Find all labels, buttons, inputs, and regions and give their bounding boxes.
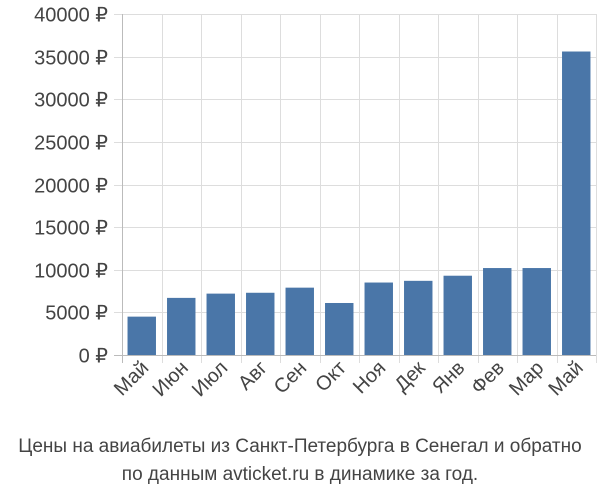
bar <box>443 275 472 355</box>
x-tick-label: Май <box>110 357 153 400</box>
bar <box>167 297 196 355</box>
y-tick-label: 35000 ₽ <box>34 48 108 70</box>
y-tick-label: 5000 ₽ <box>45 303 108 325</box>
grid-lines <box>114 14 597 363</box>
x-tick-label: Июн <box>149 357 193 401</box>
x-tick-label: Ноя <box>349 357 390 398</box>
x-tick-label: Июл <box>188 357 232 401</box>
bar <box>285 287 314 355</box>
price-bar-chart: 0 ₽ 5000 ₽ 10000 ₽ 15000 ₽ 20000 ₽ 25000 ₽ 300… <box>34 5 597 401</box>
y-tick-labels: 0 ₽ 5000 ₽ 10000 ₽ 15000 ₽ 20000 ₽ 25000 ₽ 300… <box>34 5 108 368</box>
chart-caption-line-1: Цены на авиабилеты из Санкт-Петербурга в… <box>18 436 582 457</box>
bars <box>127 51 591 355</box>
y-tick-label: 25000 ₽ <box>34 133 108 155</box>
bar <box>522 268 551 355</box>
bar <box>483 268 512 355</box>
x-tick-label: Май <box>545 357 588 400</box>
x-tick-label: Дек <box>391 357 430 396</box>
y-tick-label: 15000 ₽ <box>34 218 108 240</box>
y-tick-label: 30000 ₽ <box>34 90 108 112</box>
x-tick-label: Сен <box>270 357 311 398</box>
bar <box>206 293 235 355</box>
y-tick-label: 20000 ₽ <box>34 176 108 198</box>
bar <box>127 316 156 355</box>
bar <box>404 280 433 355</box>
bar <box>246 292 275 355</box>
y-tick-label: 10000 ₽ <box>34 261 108 283</box>
x-tick-label: Окт <box>311 357 350 396</box>
bar <box>562 51 591 355</box>
x-tick-label: Авг <box>234 357 272 395</box>
x-tick-label: Янв <box>428 357 469 398</box>
axes <box>114 14 596 363</box>
x-tick-label: Фев <box>467 357 509 399</box>
x-tick-label: Мар <box>505 357 548 400</box>
chart-caption-line-2: по данным avticket.ru в динамике за год. <box>121 464 479 485</box>
y-tick-label: 40000 ₽ <box>34 5 108 27</box>
bar <box>325 302 354 355</box>
bar <box>364 282 393 355</box>
y-tick-label: 0 ₽ <box>79 346 109 368</box>
